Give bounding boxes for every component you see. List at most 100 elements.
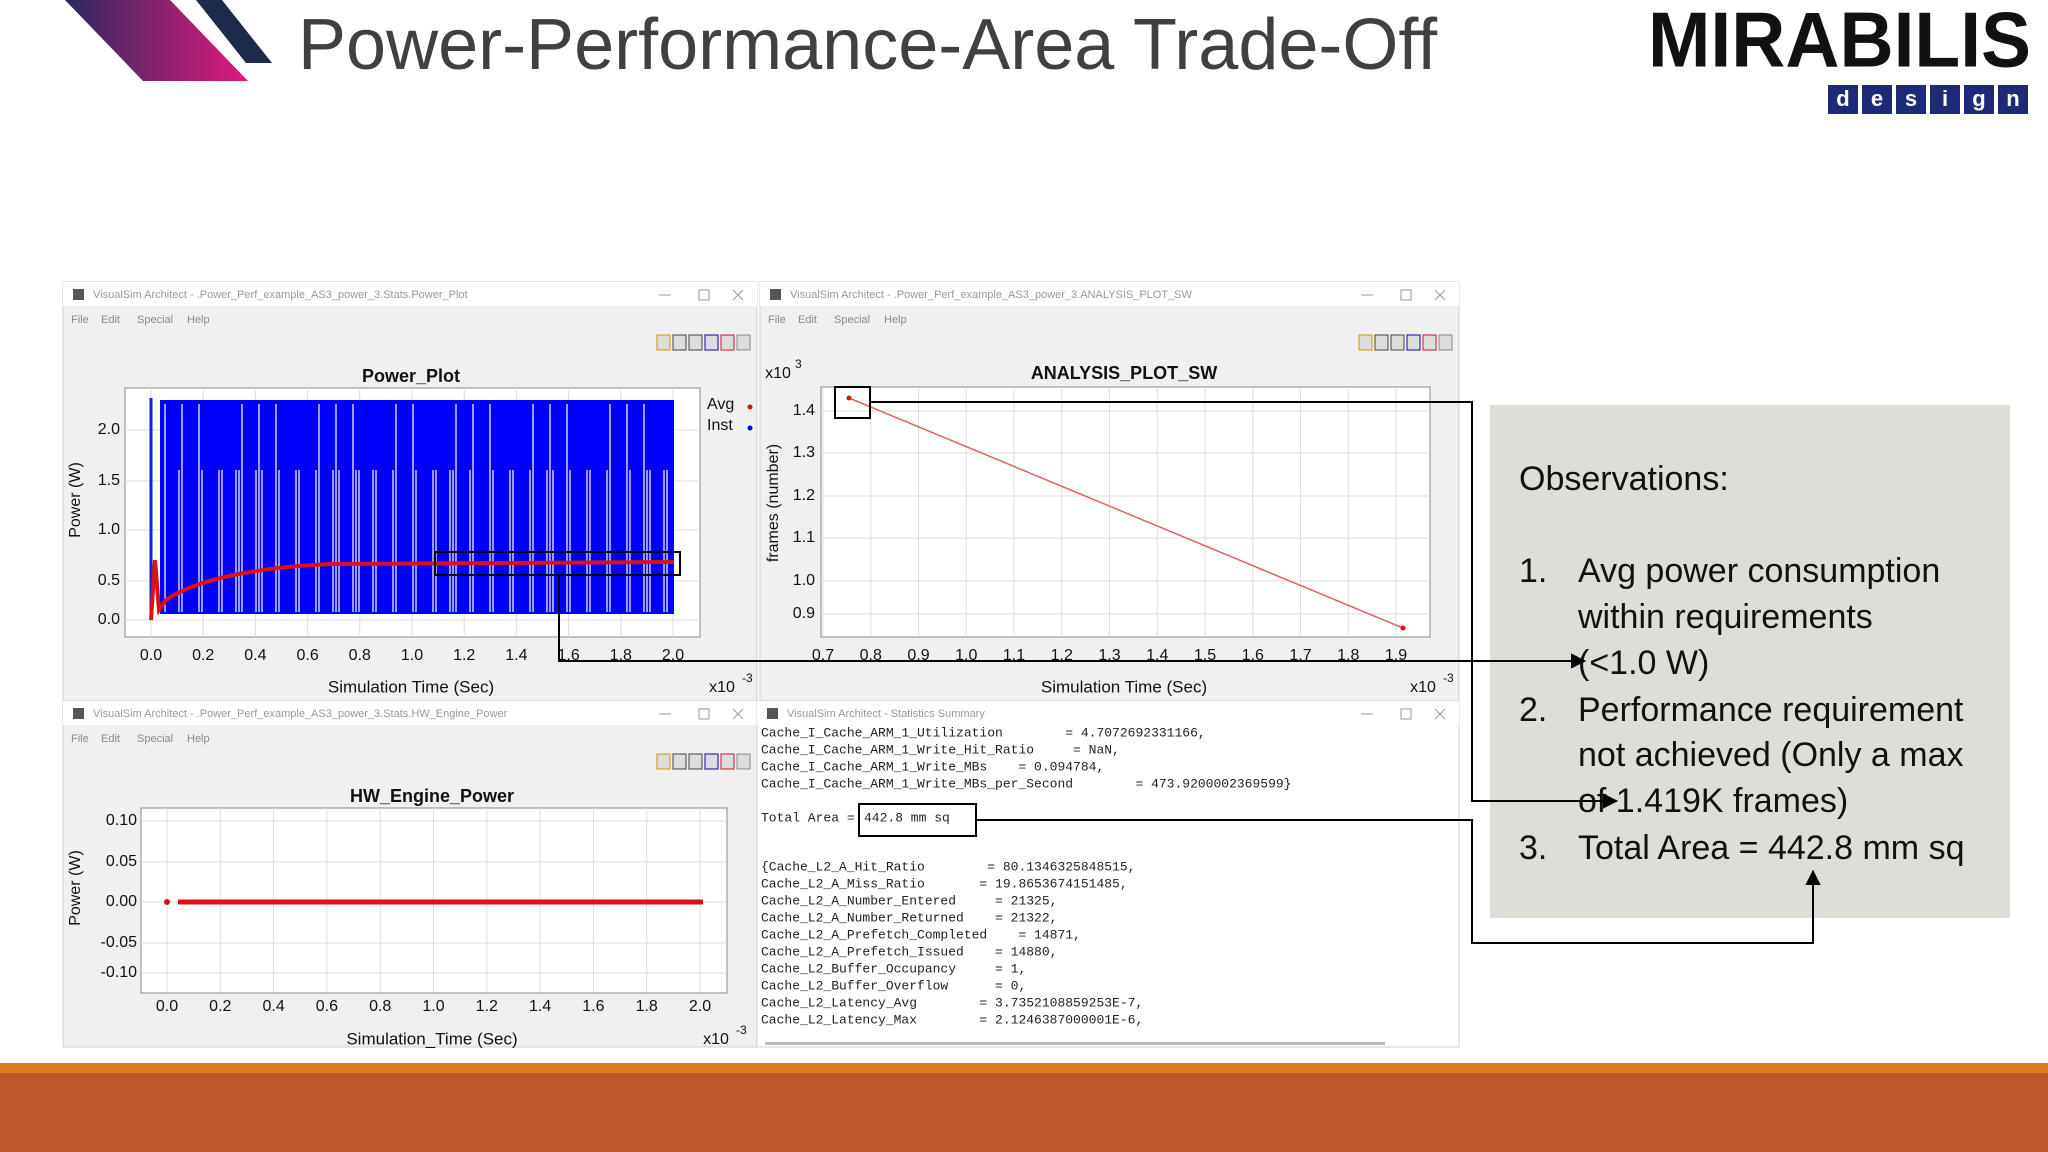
list-text: (<1.0 W) (1578, 644, 1709, 682)
logo-tag-box (1998, 85, 2028, 114)
maximize-icon (1400, 708, 1412, 720)
menu-item: Edit (798, 314, 817, 326)
logo-tag-box (1896, 85, 1926, 114)
window-title: VisualSim Architect - .Power_Perf_exampl… (93, 708, 508, 720)
axis-multiplier: x10 (1410, 679, 1436, 696)
list-text: Total Area = 442.8 mm sq (1578, 829, 1964, 867)
inst-trace (160, 400, 674, 614)
toolbar-button[interactable] (672, 334, 687, 351)
logo-tag-letter: n (2006, 86, 2019, 111)
toolbar-button[interactable] (720, 753, 735, 770)
maximize-icon (698, 289, 710, 301)
stats-line: Cache_L2_A_Prefetch_Issued = 14880, (761, 944, 1057, 959)
x-tick-label: 0.0 (140, 647, 162, 664)
logo-tag-box (1964, 85, 1994, 114)
decor-stripe (65, 0, 248, 81)
x-axis-label: Simulation_Time (Sec) (346, 1029, 517, 1048)
toolbar-button[interactable] (656, 753, 671, 770)
logo-tag-box (1828, 85, 1858, 114)
menu-item: File (71, 314, 89, 326)
app-icon (73, 708, 84, 719)
stats-line: Cache_I_Cache_ARM_1_Write_MBs = 0.094784… (761, 759, 1104, 774)
maximize-icon (698, 708, 710, 720)
x-tick-label: 1.2 (453, 647, 475, 664)
y-tick-label: 0.05 (106, 853, 137, 870)
toolbar-button[interactable] (1390, 334, 1405, 351)
x-tick-label: 1.4 (1146, 647, 1168, 664)
y-tick-label: 2.0 (98, 421, 120, 438)
toolbar-button[interactable] (688, 334, 703, 351)
x-tick-label: 1.2 (476, 998, 498, 1015)
window-title: VisualSim Architect - .Power_Perf_exampl… (93, 289, 468, 301)
y-axis-label: Power (W) (67, 462, 84, 538)
stats-line: Cache_L2_Buffer_Occupancy = 1, (761, 961, 1026, 976)
logo-tag-letter: s (1905, 86, 1917, 111)
toolbar-button[interactable] (736, 334, 751, 351)
x-tick-label: 1.8 (610, 647, 632, 664)
toolbar-button[interactable] (736, 753, 751, 770)
y-tick-label: 0.5 (98, 572, 120, 589)
menu-item: Special (137, 314, 173, 326)
logo-tag-box (1862, 85, 1892, 114)
y-axis-label: frames (number) (765, 444, 782, 562)
toolbar-button[interactable] (1422, 334, 1437, 351)
x-tick-label: 0.7 (812, 647, 834, 664)
x-tick-label: 1.6 (557, 647, 579, 664)
window-title: VisualSim Architect - .Power_Perf_exampl… (790, 289, 1193, 301)
x-tick-label: 0.8 (369, 998, 391, 1015)
x-tick-label: 1.7 (1289, 647, 1311, 664)
window (756, 700, 1460, 1048)
close-icon (732, 708, 744, 720)
frames-point (846, 395, 852, 401)
x-tick-label: 1.1 (1003, 647, 1025, 664)
toolbar-button[interactable] (1358, 334, 1373, 351)
legend-swatch (747, 404, 753, 410)
menu-item: File (71, 733, 89, 745)
connectors (434, 386, 1821, 944)
title-bar (63, 282, 757, 306)
y-tick-label: 1.2 (793, 487, 815, 504)
stats-line: Cache_L2_Latency_Avg = 3.7352108859253E-… (761, 995, 1143, 1010)
x-tick-label: 1.5 (1194, 647, 1216, 664)
maximize-icon (1400, 289, 1412, 301)
x-tick-label: 0.2 (192, 647, 214, 664)
menu-item: Special (137, 733, 173, 745)
highlight-box (434, 551, 681, 576)
plot-title: ANALYSIS_PLOT_SW (1031, 363, 1217, 383)
stats-line: Cache_L2_A_Prefetch_Completed = 14871, (761, 927, 1081, 942)
axis-exponent: -3 (736, 1023, 747, 1037)
power-point (164, 899, 170, 905)
menu-item: Edit (101, 733, 120, 745)
logo-tag-letter: i (1942, 86, 1948, 111)
toolbar-button[interactable] (656, 334, 671, 351)
arrow-head (1805, 869, 1821, 885)
toolbar-button[interactable] (1374, 334, 1389, 351)
toolbar-button[interactable] (704, 334, 719, 351)
plot-title: HW_Engine_Power (350, 786, 514, 806)
window-title: VisualSim Architect - Statistics Summary (787, 708, 985, 720)
logo-tag-letter: g (1972, 86, 1985, 111)
legend-swatch (747, 425, 753, 431)
axis-exponent: -3 (742, 671, 753, 685)
app-icon (73, 289, 84, 300)
toolbar-button[interactable] (672, 753, 687, 770)
list-number: 1. (1519, 552, 1547, 590)
close-icon (1434, 289, 1446, 301)
toolbar-button[interactable] (1406, 334, 1421, 351)
app-icon (767, 708, 778, 719)
y-tick-label: -0.10 (101, 964, 138, 981)
x-tick-label: 1.6 (582, 998, 604, 1015)
toolbar-button[interactable] (688, 753, 703, 770)
connector (976, 819, 1814, 944)
title-bar (757, 701, 1459, 725)
x-tick-label: 1.8 (1337, 647, 1359, 664)
x-tick-label: 1.4 (505, 647, 527, 664)
legend-label: Avg (707, 396, 734, 413)
toolbar-button[interactable] (1438, 334, 1453, 351)
x-tick-label: 1.9 (1385, 647, 1407, 664)
toolbar-button[interactable] (704, 753, 719, 770)
connector (870, 401, 1610, 802)
toolbar-button[interactable] (720, 334, 735, 351)
